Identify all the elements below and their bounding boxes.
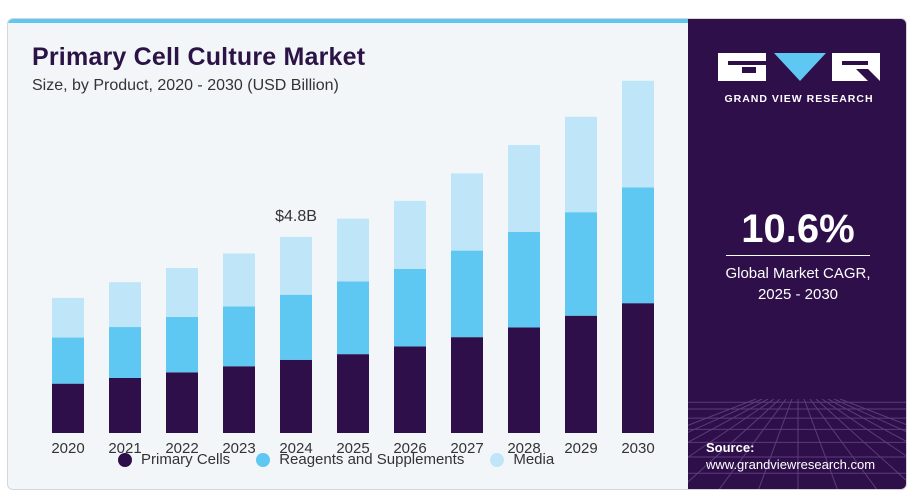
bar-segment-2029-media [565, 116, 597, 213]
bar-segment-2027-media [451, 173, 483, 251]
x-tick-label: 2022 [165, 440, 198, 457]
accent-line [8, 19, 688, 23]
chart-legend: Primary Cells Reagents and Supplements Med… [118, 451, 554, 468]
bar-segment-2026-primary-cells [394, 346, 426, 433]
bar-segment-2029-reagents [565, 212, 597, 316]
grand-view-research-logo: GRAND VIEW RESEARCH [718, 47, 880, 107]
logo-mark-icon [718, 53, 880, 81]
bar-segment-2022-media [166, 267, 198, 317]
bar-segment-2022-primary-cells [166, 372, 198, 433]
x-tick-label: 2029 [564, 440, 597, 457]
bar-segment-2030-reagents [622, 187, 654, 304]
bar-segment-2020-reagents [52, 337, 84, 384]
divider [726, 255, 870, 256]
brand-panel: GRAND VIEW RESEARCH 10.6% Global Market … [688, 19, 906, 489]
legend-item: Reagents and Supplements [256, 451, 464, 468]
bar-segment-2028-primary-cells [508, 327, 540, 433]
legend-item: Media [490, 451, 554, 468]
legend-item: Primary Cells [118, 451, 230, 468]
x-tick-label: 2020 [51, 440, 84, 457]
bar-segment-2027-reagents [451, 250, 483, 338]
source-url: www.grandviewresearch.com [706, 457, 876, 472]
bar-segment-2020-primary-cells [52, 383, 84, 433]
bar-segment-2023-primary-cells [223, 366, 255, 433]
value-annotation: $4.8B [275, 208, 317, 225]
chart-title: Primary Cell Culture Market [32, 43, 366, 71]
bar-segment-2023-reagents [223, 306, 255, 367]
bar-segment-2021-primary-cells [109, 377, 141, 433]
source-note: Source: www.grandviewresearch.com [706, 439, 875, 473]
legend-swatch [490, 452, 505, 467]
bar-segment-2024-reagents [280, 294, 312, 360]
cagr-label: Global Market CAGR, 2025 - 2030 [688, 263, 906, 305]
stacked-bar-chart: 2020 2021 2022 2023 2024 $4.8B 2025 2026 2027 202… [51, 80, 655, 457]
x-tick-label: 2025 [336, 440, 369, 457]
cagr-label-line1: Global Market CAGR, [725, 265, 871, 282]
bar-segment-2027-primary-cells [451, 337, 483, 433]
bar-segment-2029-primary-cells [565, 315, 597, 433]
bar-segment-2025-primary-cells [337, 354, 369, 433]
bar-segment-2022-reagents [166, 316, 198, 373]
bar-segment-2024-primary-cells [280, 359, 312, 433]
x-tick-label: 2026 [393, 440, 426, 457]
bar-segment-2028-media [508, 145, 540, 232]
bar-segment-2020-media [52, 297, 84, 338]
cagr-value: 10.6% [741, 207, 855, 251]
bar-segment-2026-media [394, 200, 426, 269]
bar-segment-2021-reagents [109, 327, 141, 378]
perspective-grid-graphic [688, 399, 906, 489]
bar-segment-2023-media [223, 253, 255, 307]
bar-segment-2030-primary-cells [622, 303, 654, 433]
bar-segment-2025-media [337, 218, 369, 282]
cagr-label-line2: 2025 - 2030 [757, 286, 839, 303]
chart-subtitle: Size, by Product, 2020 - 2030 (USD Billi… [32, 77, 339, 94]
legend-swatch [118, 452, 132, 467]
legend-label: Media [513, 451, 555, 468]
x-tick-label: 2030 [621, 440, 654, 457]
x-tick-label: 2021 [108, 440, 141, 457]
x-tick-label: 2027 [450, 440, 483, 457]
bar-segment-2026-reagents [394, 268, 426, 347]
x-tick-label: 2024 [279, 440, 312, 457]
legend-label: Reagents and Supplements [279, 451, 465, 468]
bar-segment-2025-reagents [337, 281, 369, 355]
bar-segment-2021-media [109, 282, 141, 328]
chart-area: Primary Cell Culture Market Size, by Pro… [8, 19, 688, 489]
chart-card: Primary Cell Culture Market Size, by Pro… [7, 18, 907, 490]
legend-swatch [256, 452, 271, 467]
bar-segment-2024-media [280, 236, 312, 295]
bar-segment-2028-reagents [508, 231, 540, 328]
legend-label: Primary Cells [141, 451, 231, 468]
x-tick-label: 2028 [507, 440, 540, 457]
brand-name: GRAND VIEW RESEARCH [724, 93, 874, 105]
bar-segment-2030-media [622, 80, 654, 188]
x-tick-label: 2023 [222, 440, 255, 457]
source-label: Source: [706, 440, 755, 455]
